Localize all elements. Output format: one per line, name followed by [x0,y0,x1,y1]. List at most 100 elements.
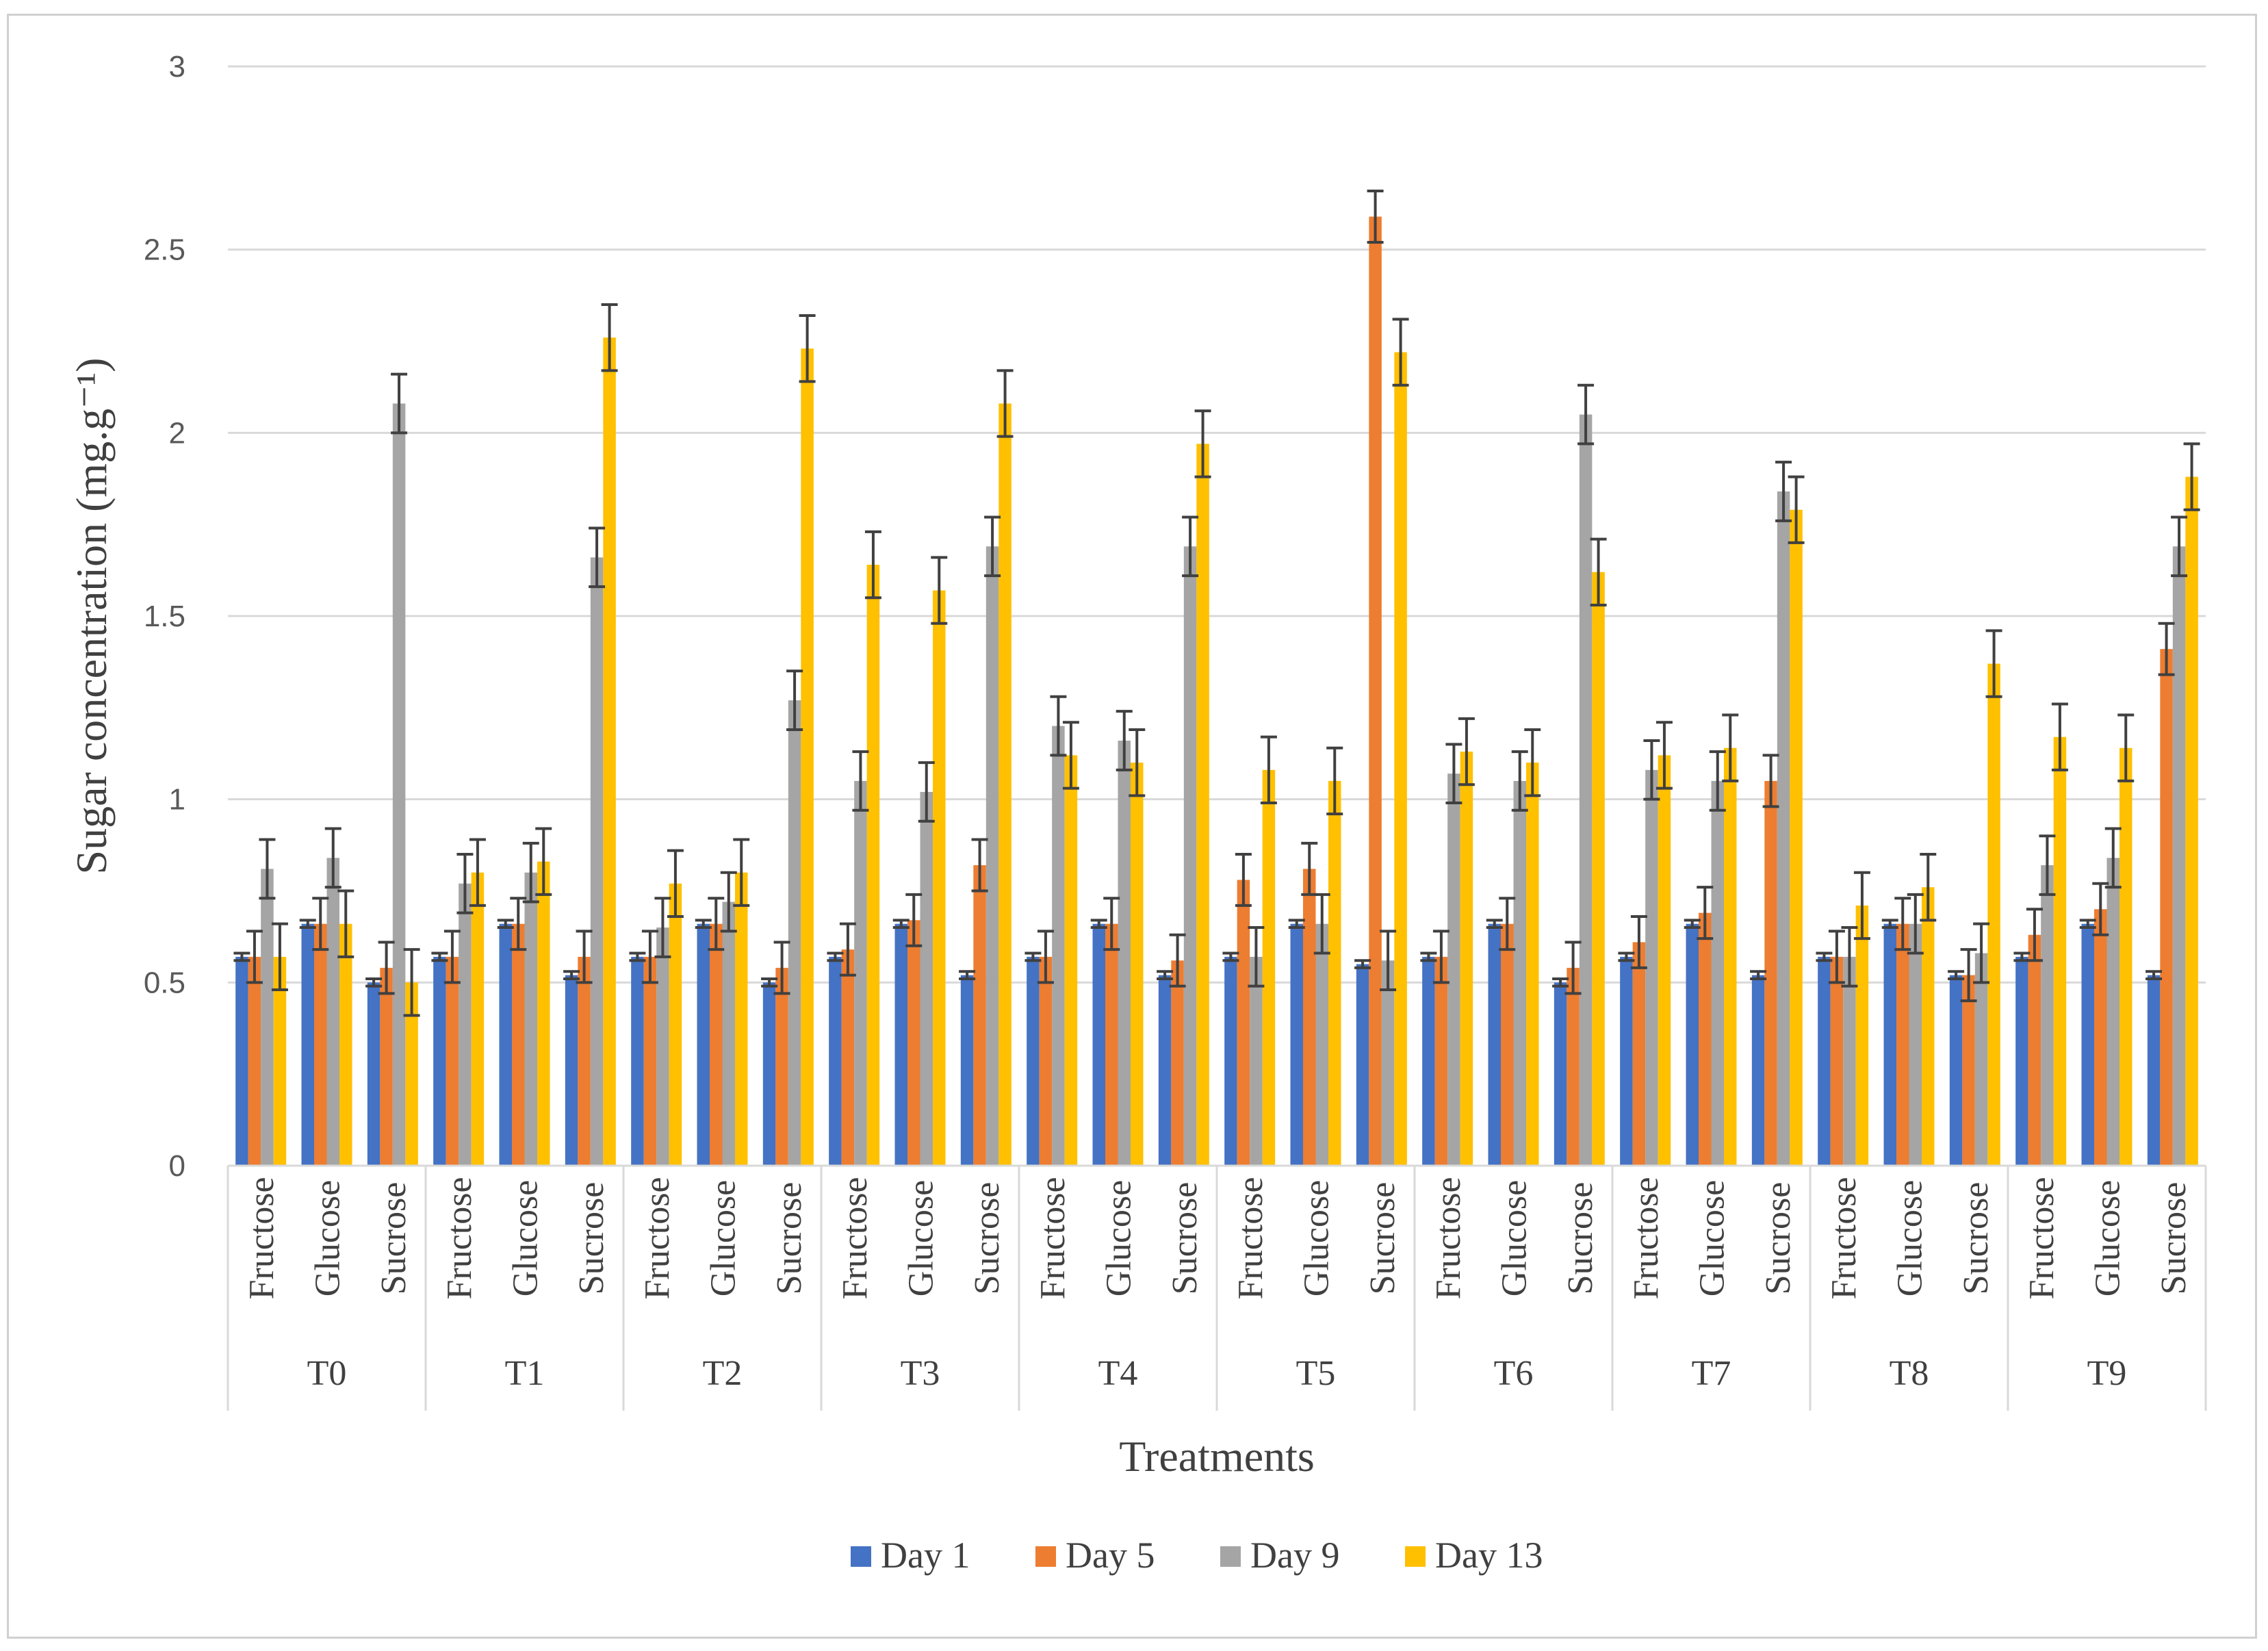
bar-day-9 [1118,741,1131,1166]
category-label: Fructose [242,1177,281,1299]
bar-day-13 [339,923,352,1166]
y-tick-label: 0.5 [144,966,185,999]
y-tick-label: 2.5 [144,233,185,267]
bar-day-13 [1855,905,1869,1166]
category-label: Glucose [2089,1180,2128,1296]
bar-day-1 [235,956,248,1166]
bars [235,216,2198,1166]
bar-day-9 [1052,726,1065,1166]
bar-day-9 [326,858,339,1166]
bar-day-13 [1131,763,1144,1166]
bar-day-5 [314,923,327,1166]
bar-day-1 [367,982,381,1166]
category-label: Fructose [1627,1177,1666,1299]
bar-day-9 [854,780,867,1166]
bar-day-5 [1039,956,1053,1166]
y-axis-title: Sugar concentration (mg.g⁻¹) [67,358,116,875]
category-label: Fructose [1825,1177,1864,1299]
group-label: T0 [307,1354,347,1393]
bar-day-5 [907,920,920,1166]
bar-day-5 [643,956,657,1166]
legend-item: Day 13 [1405,1535,1543,1576]
bar-day-5 [1434,956,1448,1166]
bar-day-1 [1488,923,1501,1166]
group-label: T4 [1098,1354,1138,1393]
category-label: Sucrose [2154,1182,2193,1295]
legend-label: Day 9 [1250,1535,1339,1576]
bar-day-5 [1830,956,1844,1166]
category-label: Sucrose [1561,1182,1600,1295]
legend: Day 1 Day 5 Day 9 Day 13 [851,1535,1543,1576]
y-tick-label: 3 [169,50,185,84]
bar-day-5 [1369,216,1382,1166]
bar-day-9 [459,883,472,1166]
gridlines [228,65,2206,984]
bar-day-9 [722,901,735,1166]
legend-swatch [851,1546,871,1567]
y-tick-label: 0 [169,1149,185,1183]
bar-day-1 [829,956,842,1166]
category-label: Sucrose [1759,1182,1798,1295]
category-label: Sucrose [374,1182,413,1295]
bar-day-13 [866,565,880,1166]
bar-day-9 [1974,953,1988,1166]
y-tick-label: 1.5 [144,600,185,633]
bar-day-9 [1315,923,1328,1166]
legend-label: Day 13 [1435,1535,1543,1576]
legend-item: Day 9 [1220,1535,1339,1576]
bar-day-1 [1027,956,1040,1166]
category-label: Glucose [1298,1180,1337,1296]
category-label: Glucose [506,1180,545,1296]
legend-item: Day 5 [1035,1535,1155,1576]
category-label: Glucose [1495,1180,1534,1296]
bar-day-13 [998,403,1011,1166]
bar-day-5 [1632,942,1646,1166]
legend-label: Day 1 [881,1535,970,1576]
bar-day-9 [1645,769,1658,1166]
group-label: T1 [505,1354,545,1393]
category-label: Glucose [704,1180,743,1296]
bar-day-1 [2147,975,2161,1166]
bar-day-1 [631,956,644,1166]
bar-day-13 [537,861,550,1166]
group-label: T6 [1494,1354,1534,1393]
group-label: T2 [703,1354,743,1393]
category-label: Sucrose [1957,1182,1996,1295]
bar-day-9 [1381,960,1395,1166]
bar-day-9 [656,927,669,1166]
bar-day-5 [1105,923,1118,1166]
error-bars [233,190,2200,1017]
bar-day-5 [710,923,723,1166]
category-label: Glucose [1100,1180,1139,1296]
group-label: T9 [2087,1354,2127,1393]
bar-day-1 [301,923,314,1166]
bar-day-1 [1092,923,1105,1166]
bar-day-1 [960,975,974,1166]
bar-day-5 [775,967,788,1166]
bar-day-9 [590,557,604,1166]
bar-day-9 [1777,491,1790,1166]
category-label: Glucose [902,1180,941,1296]
bar-day-13 [1987,663,2000,1166]
bar-day-13 [1592,572,1605,1166]
bar-day-13 [669,883,682,1166]
bar-day-5 [1699,912,1712,1166]
category-label: Sucrose [1165,1182,1204,1295]
category-label: Sucrose [572,1182,611,1295]
bar-day-9 [920,791,933,1166]
category-label: Sucrose [968,1182,1007,1295]
y-tick-label: 1 [169,783,185,817]
group-label: T8 [1890,1354,1929,1393]
bar-day-1 [1158,975,1172,1166]
bar-day-1 [1290,923,1303,1166]
bar-chart: 00.511.522.53 Fructose Glucose Sucrose Fruc… [67,50,2207,1576]
legend-swatch [1220,1546,1241,1567]
bar-day-9 [1579,414,1593,1166]
bar-day-5 [1171,960,1184,1166]
group-label: T7 [1692,1354,1731,1393]
bar-day-1 [697,923,710,1166]
bar-day-5 [2094,909,2107,1166]
bar-day-1 [1224,956,1237,1166]
bar-day-9 [1250,956,1263,1166]
bar-day-5 [446,956,459,1166]
